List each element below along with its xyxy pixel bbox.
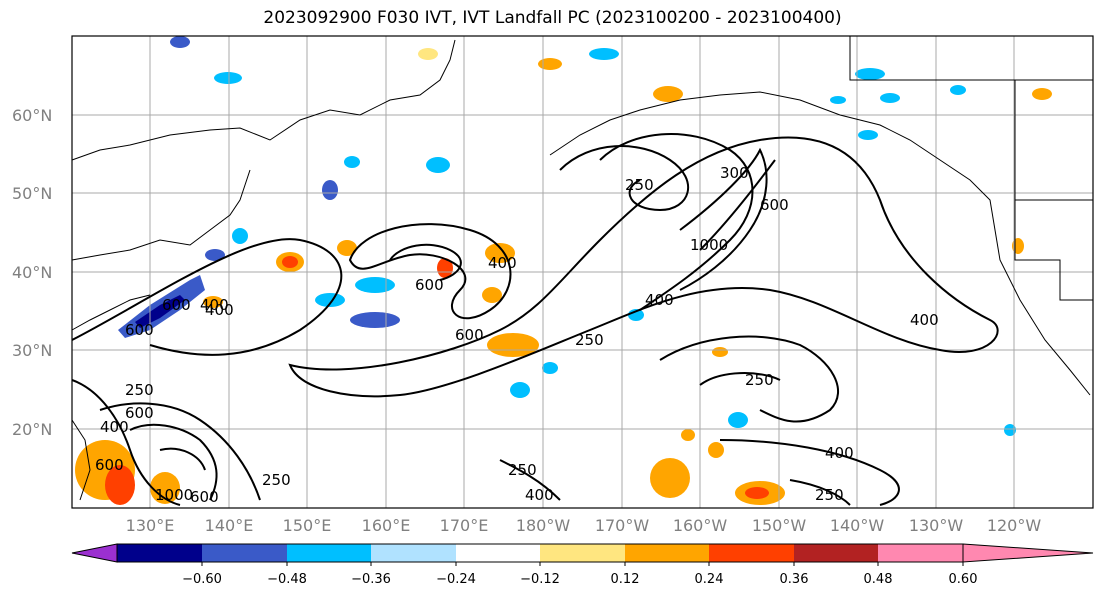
colorbar-tick-label: −0.60	[182, 572, 222, 587]
positive-anomaly-shading	[75, 48, 1052, 505]
lat-label-20n: 20°N	[12, 420, 52, 439]
lon-label-170e: 170°E	[440, 516, 489, 535]
contour-label: 600	[125, 404, 154, 422]
colorbar-segment	[456, 544, 540, 562]
coastlines	[71, 36, 1093, 501]
lon-label-170w: 170°W	[595, 516, 650, 535]
contour-label: 250	[815, 486, 844, 504]
contour-label: 250	[125, 381, 154, 399]
colorbar-segment	[878, 544, 963, 562]
graticule	[72, 36, 1093, 508]
latitude-labels: 60°N 50°N 40°N 30°N 20°N	[12, 106, 52, 439]
contour-label: 250	[508, 461, 537, 479]
contour-label: 600	[95, 456, 124, 474]
contour-label: 250	[575, 331, 604, 349]
contour-label: 600	[415, 276, 444, 294]
lon-label-160e: 160°E	[362, 516, 411, 535]
negative-anomaly-shading	[118, 36, 1016, 436]
lat-label-60n: 60°N	[12, 106, 52, 125]
colorbar: −0.60 −0.48 −0.36 −0.24 −0.12 0.12 0.24 …	[71, 543, 1094, 587]
colorbar-segment	[794, 544, 878, 562]
lon-label-180w: 180°W	[516, 516, 571, 535]
contour-label: 300	[720, 164, 749, 182]
colorbar-segment	[371, 544, 456, 562]
colorbar-tick-label: −0.12	[520, 572, 560, 587]
contour-label: 400	[488, 254, 517, 272]
contour-label: 400	[200, 296, 229, 314]
contour-label: 600	[190, 488, 219, 506]
colorbar-high-extension	[962, 543, 1094, 563]
longitude-labels: 130°E 140°E 150°E 160°E 170°E 180°W 170°…	[126, 516, 1042, 535]
lon-label-140w: 140°W	[830, 516, 885, 535]
contour-label: 250	[745, 371, 774, 389]
colorbar-tick-label: −0.24	[436, 572, 476, 587]
lon-label-130w: 130°W	[909, 516, 964, 535]
contour-label: 400	[910, 311, 939, 329]
contour-label: 250	[262, 471, 291, 489]
colorbar-tick-label: 0.36	[780, 572, 809, 587]
contour-label: 400	[205, 301, 234, 319]
colorbar-low-extension	[71, 543, 118, 563]
contour-label: 600	[162, 296, 191, 314]
colorbar-tick-label: −0.36	[351, 572, 391, 587]
contour-label: 1000	[690, 236, 728, 254]
colorbar-segment	[625, 544, 709, 562]
contour-label: 250	[625, 176, 654, 194]
colorbar-segment	[287, 544, 371, 562]
colorbar-tick-label: 0.60	[949, 572, 978, 587]
map-title: 2023092900 F030 IVT, IVT Landfall PC (20…	[263, 8, 842, 28]
lon-label-150w: 150°W	[752, 516, 807, 535]
colorbar-segment	[540, 544, 625, 562]
contour-label: 400	[645, 291, 674, 309]
contour-label: 600	[455, 326, 484, 344]
lon-label-120w: 120°W	[987, 516, 1042, 535]
lat-label-40n: 40°N	[12, 263, 52, 282]
lon-label-160w: 160°W	[673, 516, 728, 535]
lon-label-150e: 150°E	[283, 516, 332, 535]
map-panel: 250 300 600 1000 400 600 600 400 250 400…	[71, 35, 1094, 509]
contour-label: 400	[525, 486, 554, 504]
contour-labels: 250 300 600 1000 400 600 600 400 250 400…	[95, 164, 939, 506]
colorbar-tick-label: 0.24	[695, 572, 724, 587]
contour-label: 1000	[155, 486, 193, 504]
contour-label: 400	[100, 418, 129, 436]
ivt-contours	[71, 133, 999, 506]
lat-label-30n: 30°N	[12, 341, 52, 360]
colorbar-tick-label: −0.48	[267, 572, 307, 587]
colorbar-segment	[709, 544, 794, 562]
colorbar-segment	[117, 544, 202, 562]
colorbar-tick-label: 0.12	[611, 572, 640, 587]
contour-label: 600	[125, 321, 154, 339]
colorbar-tick-label: 0.48	[864, 572, 893, 587]
lon-label-140e: 140°E	[205, 516, 254, 535]
lon-label-130e: 130°E	[126, 516, 175, 535]
contour-label: 600	[760, 196, 789, 214]
contour-label: 400	[825, 444, 854, 462]
colorbar-segment	[202, 544, 287, 562]
lat-label-50n: 50°N	[12, 184, 52, 203]
